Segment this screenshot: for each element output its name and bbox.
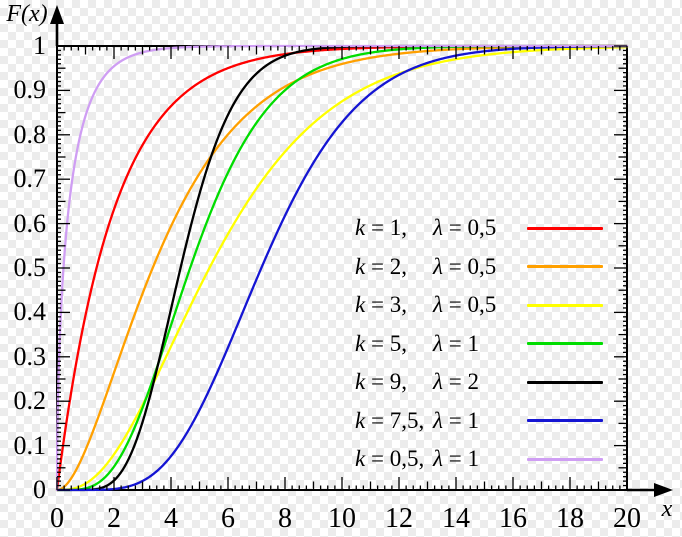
legend-k-label: k = 7,5, — [355, 407, 425, 433]
k-variable: k — [355, 446, 366, 471]
lambda-label: λ = 1 — [433, 330, 479, 356]
lambda-variable: λ — [433, 407, 443, 433]
legend-row-2: k = 2, λ = 0,5 — [355, 252, 603, 282]
k-variable: k — [355, 330, 366, 356]
lambda-label: λ = 0,5 — [433, 215, 497, 240]
x-tick-label-18: 18 — [556, 503, 584, 534]
legend-row-7: k = 0,5, λ = 1 — [355, 444, 603, 474]
legend-row-5: k = 9, λ = 2 — [355, 367, 603, 397]
x-tick-label-14: 14 — [442, 503, 470, 534]
x-axis-arrow-head — [654, 483, 673, 497]
y-axis-arrow-head — [50, 5, 64, 24]
legend-k-label: k = 5, — [355, 330, 407, 356]
legend-k-label: k = 1, — [355, 215, 407, 240]
legend-row-4: k = 5, λ = 1 — [355, 329, 603, 359]
x-tick-label-2: 2 — [107, 503, 121, 534]
y-tick-label-0.5: 0.5 — [13, 253, 47, 282]
x-tick-label-6: 6 — [221, 503, 235, 534]
y-tick-label-0.7: 0.7 — [13, 164, 47, 194]
y-axis-title: F(x) — [6, 1, 48, 27]
lambda-label: λ = 1 — [433, 407, 479, 433]
legend-k-label: k = 9, — [355, 369, 407, 394]
legend-row-6: k = 7,5, λ = 1 — [355, 406, 603, 436]
k-variable: k — [355, 292, 366, 317]
y-tick-label-0.2: 0.2 — [13, 386, 47, 416]
k-variable: k — [355, 215, 366, 240]
legend-line-swatch — [527, 342, 603, 345]
lambda-variable: λ — [433, 446, 443, 471]
x-tick-label-0: 0 — [50, 503, 64, 534]
lambda-variable: λ — [433, 292, 443, 317]
x-tick-label-12: 12 — [385, 503, 413, 534]
y-tick-label-1: 1 — [33, 31, 46, 60]
k-variable: k — [355, 253, 366, 279]
legend-line-swatch — [527, 380, 603, 384]
legend-row-3: k = 3, λ = 0,5 — [355, 290, 603, 320]
legend-k-label: k = 2, — [355, 253, 407, 279]
y-tick-label-0.4: 0.4 — [13, 297, 47, 327]
lambda-label: λ = 2 — [433, 369, 479, 394]
x-tick-label-10: 10 — [328, 503, 356, 534]
legend-row-1: k = 1, λ = 0,5 — [355, 213, 603, 243]
lambda-label: λ = 0,5 — [433, 253, 497, 279]
y-tick-label-0.3: 0.3 — [13, 341, 47, 371]
y-tick-label-0: 0 — [33, 475, 46, 504]
lambda-variable: λ — [433, 215, 443, 240]
y-tick-label-0.1: 0.1 — [13, 430, 47, 460]
x-tick-label-8: 8 — [278, 503, 292, 534]
x-tick-label-16: 16 — [499, 503, 527, 534]
lambda-label: λ = 1 — [433, 446, 479, 471]
lambda-variable: λ — [433, 253, 443, 279]
legend-line-swatch — [527, 419, 603, 422]
k-variable: k — [355, 407, 366, 433]
legend-line-swatch — [527, 303, 603, 307]
x-tick-label-4: 4 — [164, 503, 178, 534]
legend-k-label: k = 0,5, — [355, 446, 425, 471]
y-tick-label-0.9: 0.9 — [13, 75, 47, 105]
legend-k-label: k = 3, — [355, 292, 407, 317]
legend-line-swatch — [527, 457, 603, 461]
legend-line-swatch — [527, 265, 603, 268]
curve-k3-lambda0,5 — [55, 46, 629, 492]
x-axis-title: x — [661, 496, 673, 522]
y-tick-label-0.8: 0.8 — [13, 119, 47, 149]
lambda-label: λ = 0,5 — [433, 292, 497, 317]
k-variable: k — [355, 369, 366, 394]
x-tick-label-20: 20 — [613, 503, 641, 534]
legend-line-swatch — [527, 226, 603, 230]
y-tick-label-0.6: 0.6 — [13, 208, 47, 238]
lambda-variable: λ — [433, 369, 443, 394]
lambda-variable: λ — [433, 330, 443, 356]
